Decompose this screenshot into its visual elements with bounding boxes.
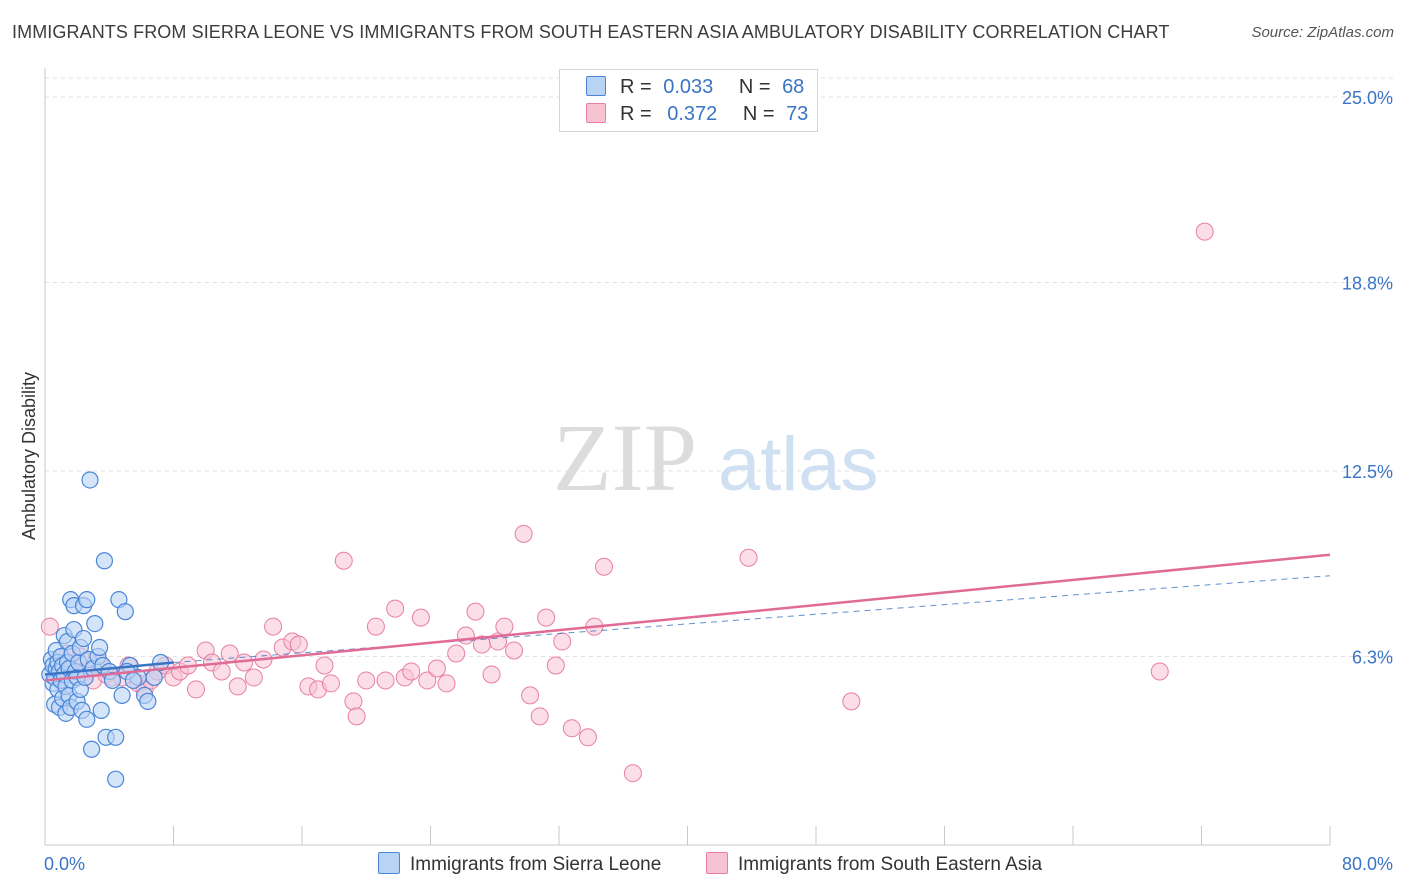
data-point-south-eastern-asia [1195,222,1214,241]
data-point-south-eastern-asia [334,551,353,570]
data-point-south-eastern-asia [402,662,421,681]
data-point-south-eastern-asia [514,524,533,543]
data-point-south-eastern-asia [40,617,59,636]
y-tick-label: 6.3% [1352,648,1393,668]
trend-line-sierra-leone-extended [173,575,1331,663]
data-point-sierra-leone [78,591,96,609]
data-point-south-eastern-asia [376,671,395,690]
legend-row-sierra-leone: R = 0.033 N = 68 [586,76,804,100]
x-tick-label-max: 80.0% [1342,854,1393,874]
data-point-sierra-leone [92,701,110,719]
data-point-south-eastern-asia [366,617,385,636]
data-point-south-eastern-asia [411,608,430,627]
data-point-south-eastern-asia [466,602,485,621]
data-point-sierra-leone [78,710,96,728]
data-point-sierra-leone [95,552,114,570]
tick-labels: 6.3% 12.5% 18.8% 25.0% 0.0% 80.0% [44,88,1393,874]
data-point-sierra-leone [116,603,134,621]
data-point-south-eastern-asia [530,707,549,726]
correlation-legend: R = 0.033 N = 68 R = 0.372 N = 73 [559,69,818,132]
legend-n-label: N = [742,103,775,125]
data-point-sierra-leone [139,692,157,710]
source-credit: Source: ZipAtlas.com [1251,24,1394,41]
legend-n-label: N = [738,76,771,98]
data-point-south-eastern-asia [447,644,466,663]
legend-r-value: 0.372 [667,103,718,125]
bottom-legend-label: Immigrants from Sierra Leone [410,854,662,875]
data-point-south-eastern-asia [344,692,363,711]
trend-line-sierra-leone [44,661,174,676]
data-point-south-eastern-asia [842,692,861,711]
data-point-south-eastern-asia [437,674,456,693]
legend-r-value: 0.033 [663,76,714,98]
data-point-south-eastern-asia [1150,662,1169,681]
x-tick-label-min: 0.0% [44,854,85,874]
watermark-zip: ZIP [553,404,697,511]
legend-n-value: 68 [782,76,805,98]
data-point-south-eastern-asia [228,677,247,696]
data-point-south-eastern-asia [289,635,308,654]
data-point-sierra-leone [103,671,122,690]
data-point-south-eastern-asia [264,617,283,636]
y-tick-label: 12.5% [1342,462,1393,482]
trend-lines [44,553,1331,682]
legend-swatch-pink [586,103,606,123]
data-point-sierra-leone [86,614,104,633]
data-point-south-eastern-asia [347,707,366,726]
data-point-sierra-leone [74,629,93,648]
chart-title: IMMIGRANTS FROM SIERRA LEONE VS IMMIGRAN… [12,22,1170,42]
bottom-legend-sierra-leone: Immigrants from Sierra Leone [378,852,661,876]
data-point-south-eastern-asia [623,764,642,783]
legend-n-value: 73 [786,103,809,125]
legend-swatch-blue [586,76,606,96]
bottom-legend-south-eastern-asia: Immigrants from South Eastern Asia [706,852,1042,876]
data-point-south-eastern-asia [537,608,556,627]
watermark: ZIP atlas [553,404,879,511]
data-point-south-eastern-asia [244,668,263,687]
data-point-south-eastern-asia [456,626,475,645]
data-point-south-eastern-asia [418,671,437,690]
y-tick-label: 18.8% [1342,274,1393,294]
data-point-sierra-leone [82,740,101,758]
data-point-south-eastern-asia [562,719,581,738]
data-point-south-eastern-asia [386,599,405,618]
data-point-south-eastern-asia [521,686,540,705]
data-point-south-eastern-asia [578,728,597,747]
bottom-legend-swatch-blue [378,852,400,874]
y-tick-label: 25.0% [1342,88,1393,108]
bottom-legend-label: Immigrants from South Eastern Asia [738,854,1043,875]
trend-line-south-eastern-asia [44,553,1331,682]
watermark-atlas: atlas [718,422,879,507]
data-point-sierra-leone [107,728,125,746]
data-point-south-eastern-asia [505,641,524,660]
data-point-sierra-leone [145,668,163,687]
data-point-south-eastern-asia [482,665,501,684]
data-point-sierra-leone [124,671,142,690]
data-point-south-eastern-asia [220,644,239,663]
data-point-south-eastern-asia [186,680,205,699]
y-axis-label: Ambulatory Disability [19,372,39,540]
data-point-sierra-leone [81,471,99,489]
data-point-sierra-leone [107,770,125,788]
grid-lines [45,77,1394,658]
data-point-south-eastern-asia [553,632,572,651]
data-point-sierra-leone [91,638,109,657]
data-point-south-eastern-asia [739,548,758,567]
data-point-sierra-leone [113,686,131,705]
legend-r-label: R = [620,76,652,98]
data-point-south-eastern-asia [594,557,613,576]
data-point-south-eastern-asia [212,662,231,681]
axes [44,68,1331,846]
bottom-legend-swatch-pink [706,852,728,874]
legend-row-south-eastern-asia: R = 0.372 N = 73 [586,103,808,127]
series-sierra-leone-points [41,471,170,788]
data-point-south-eastern-asia [357,671,376,690]
data-point-south-eastern-asia [427,659,446,678]
data-point-south-eastern-asia [315,656,334,675]
legend-r-label: R = [620,103,652,125]
data-point-south-eastern-asia [321,674,340,693]
data-point-south-eastern-asia [495,617,514,636]
data-point-south-eastern-asia [546,656,565,675]
